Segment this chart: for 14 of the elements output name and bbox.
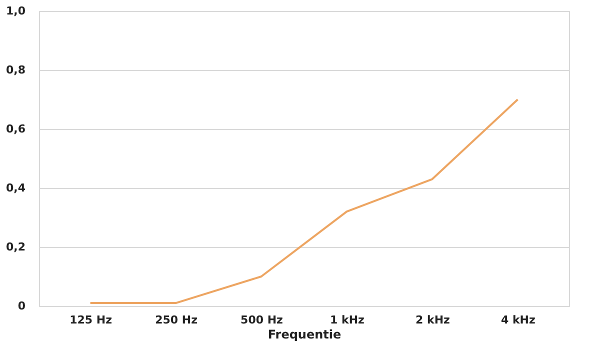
x-tick-label: 250 Hz	[155, 314, 198, 326]
y-tick-label: 0,2	[6, 240, 26, 254]
x-tick-label: 500 Hz	[240, 314, 283, 326]
x-tick-label: 4 kHz	[501, 314, 536, 326]
y-tick-label: 1,0	[6, 4, 26, 18]
x-tick-label: 125 Hz	[70, 314, 112, 326]
y-tick-label: 0,6	[6, 122, 26, 136]
x-tick-label: 2 kHz	[416, 314, 450, 326]
y-tick-label: 0,8	[6, 64, 26, 76]
y-tick-label: 0	[18, 300, 26, 312]
line-series	[89, 98, 519, 304]
x-tick-label: 1 kHz	[330, 314, 364, 326]
x-axis-title: Frequentie	[268, 328, 342, 342]
y-tick-label: 0,4	[6, 182, 26, 194]
